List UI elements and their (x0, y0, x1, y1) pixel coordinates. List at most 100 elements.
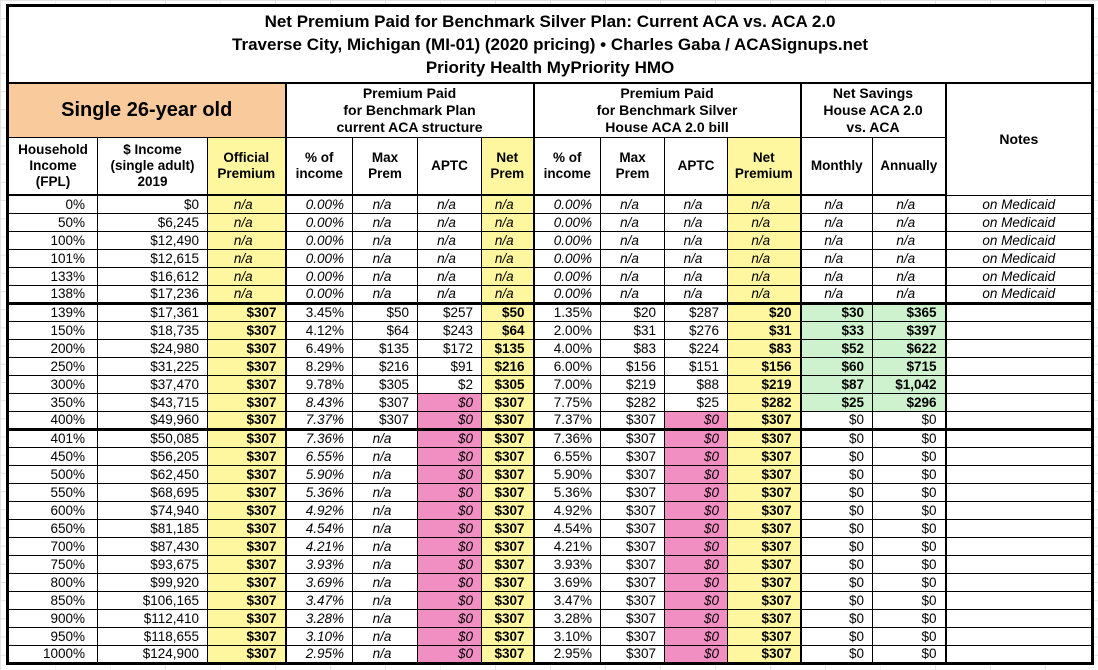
cell-income[interactable]: $17,236 (97, 284, 208, 305)
cell-c-pct[interactable]: 3.28% (285, 608, 353, 628)
cell-h-aptc[interactable]: $0 (664, 626, 728, 646)
cell-income[interactable]: $124,900 (97, 644, 208, 664)
cell-h-aptc[interactable]: $0 (664, 428, 728, 448)
cell-c-net[interactable]: $307 (481, 518, 535, 538)
cell-c-aptc[interactable]: $0 (417, 608, 482, 628)
cell-c-aptc[interactable]: n/a (417, 248, 482, 268)
cell-c-net[interactable]: $307 (481, 608, 535, 628)
cell-note[interactable]: on Medicaid (944, 266, 1094, 286)
cell-h-max[interactable]: $307 (600, 482, 665, 502)
cell-fpl[interactable]: 450% (7, 446, 98, 466)
cell-c-aptc[interactable]: $0 (417, 410, 482, 431)
cell-c-net[interactable]: n/a (481, 212, 535, 232)
cell-monthly[interactable]: $0 (800, 410, 873, 431)
cell-note[interactable] (944, 374, 1094, 394)
cell-note[interactable] (944, 392, 1094, 412)
cell-annually[interactable]: $0 (872, 518, 947, 538)
cell-c-net[interactable]: $216 (481, 356, 535, 376)
cell-c-max[interactable]: n/a (352, 212, 418, 232)
cell-c-max[interactable]: n/a (352, 266, 418, 286)
cell-h-max[interactable]: $307 (600, 464, 665, 484)
cell-monthly[interactable]: $52 (800, 338, 873, 358)
cell-c-max[interactable]: n/a (352, 608, 418, 628)
cell-c-pct[interactable]: 6.49% (285, 338, 353, 358)
cell-official[interactable]: $307 (207, 392, 287, 412)
cell-income[interactable]: $16,612 (97, 266, 208, 286)
cell-h-aptc[interactable]: $287 (664, 302, 728, 322)
cell-official[interactable]: $307 (207, 410, 287, 431)
cell-income[interactable]: $74,940 (97, 500, 208, 520)
cell-annually[interactable]: $0 (872, 536, 947, 556)
cell-monthly[interactable]: n/a (800, 194, 873, 214)
cell-fpl[interactable]: 139% (7, 302, 98, 322)
cell-h-pct[interactable]: 4.21% (533, 536, 601, 556)
cell-annually[interactable]: $0 (872, 554, 947, 574)
demographic-header[interactable]: Single 26-year old (7, 82, 287, 138)
cell-h-net[interactable]: $307 (727, 410, 802, 431)
cell-h-pct[interactable]: 0.00% (533, 212, 601, 232)
cell-official[interactable]: n/a (207, 248, 287, 268)
cell-h-pct[interactable]: 7.37% (533, 410, 601, 431)
cell-monthly[interactable]: $30 (800, 302, 873, 322)
cell-note[interactable] (944, 428, 1094, 448)
cell-official[interactable]: $307 (207, 446, 287, 466)
cell-c-aptc[interactable]: $257 (417, 302, 482, 322)
col-header-income[interactable]: $ Income (single adult) 2019 (97, 136, 208, 196)
cell-note[interactable]: on Medicaid (944, 284, 1094, 305)
cell-official[interactable]: $307 (207, 644, 287, 664)
cell-h-net[interactable]: $156 (727, 356, 802, 376)
cell-c-pct[interactable]: 0.00% (285, 266, 353, 286)
cell-h-pct[interactable]: 4.54% (533, 518, 601, 538)
cell-h-net[interactable]: $307 (727, 608, 802, 628)
cell-monthly[interactable]: $0 (800, 464, 873, 484)
cell-c-net[interactable]: $307 (481, 428, 535, 448)
cell-c-max[interactable]: n/a (352, 626, 418, 646)
cell-c-net[interactable]: n/a (481, 230, 535, 250)
cell-fpl[interactable]: 300% (7, 374, 98, 394)
cell-fpl[interactable]: 101% (7, 248, 98, 268)
cell-fpl[interactable]: 50% (7, 212, 98, 232)
cell-c-max[interactable]: n/a (352, 248, 418, 268)
cell-h-net[interactable]: $307 (727, 482, 802, 502)
col-header-max-prem-current[interactable]: Max Prem (352, 136, 418, 196)
cell-c-max[interactable]: n/a (352, 536, 418, 556)
cell-official[interactable]: $307 (207, 518, 287, 538)
cell-h-aptc[interactable]: $0 (664, 590, 728, 610)
col-header-official-premium[interactable]: Official Premium (207, 136, 287, 196)
cell-h-max[interactable]: $307 (600, 536, 665, 556)
cell-c-net[interactable]: $307 (481, 626, 535, 646)
cell-note[interactable] (944, 626, 1094, 646)
cell-h-net[interactable]: n/a (727, 266, 802, 286)
cell-annually[interactable]: $1,042 (872, 374, 947, 394)
cell-h-pct[interactable]: 1.35% (533, 302, 601, 322)
cell-annually[interactable]: $0 (872, 644, 947, 664)
cell-c-pct[interactable]: 4.92% (285, 500, 353, 520)
cell-h-net[interactable]: $307 (727, 626, 802, 646)
cell-monthly[interactable]: $87 (800, 374, 873, 394)
cell-h-max[interactable]: $156 (600, 356, 665, 376)
cell-annually[interactable]: $0 (872, 446, 947, 466)
cell-h-aptc[interactable]: $0 (664, 500, 728, 520)
cell-c-max[interactable]: n/a (352, 590, 418, 610)
cell-h-max[interactable]: $307 (600, 446, 665, 466)
cell-official[interactable]: $307 (207, 482, 287, 502)
cell-annually[interactable]: $0 (872, 608, 947, 628)
cell-fpl[interactable]: 700% (7, 536, 98, 556)
cell-c-net[interactable]: $307 (481, 536, 535, 556)
cell-income[interactable]: $12,615 (97, 248, 208, 268)
cell-c-max[interactable]: $307 (352, 410, 418, 431)
cell-c-pct[interactable]: 4.54% (285, 518, 353, 538)
col-header-fpl[interactable]: Household Income (FPL) (7, 136, 98, 196)
cell-h-aptc[interactable]: $0 (664, 482, 728, 502)
cell-annually[interactable]: n/a (872, 248, 947, 268)
cell-c-pct[interactable]: 0.00% (285, 248, 353, 268)
cell-c-net[interactable]: n/a (481, 284, 535, 305)
cell-note[interactable] (944, 410, 1094, 431)
cell-h-pct[interactable]: 5.36% (533, 482, 601, 502)
cell-c-aptc[interactable]: $0 (417, 392, 482, 412)
cell-c-pct[interactable]: 5.36% (285, 482, 353, 502)
cell-fpl[interactable]: 138% (7, 284, 98, 305)
cell-c-max[interactable]: n/a (352, 644, 418, 664)
cell-c-pct[interactable]: 2.95% (285, 644, 353, 664)
cell-monthly[interactable]: n/a (800, 248, 873, 268)
